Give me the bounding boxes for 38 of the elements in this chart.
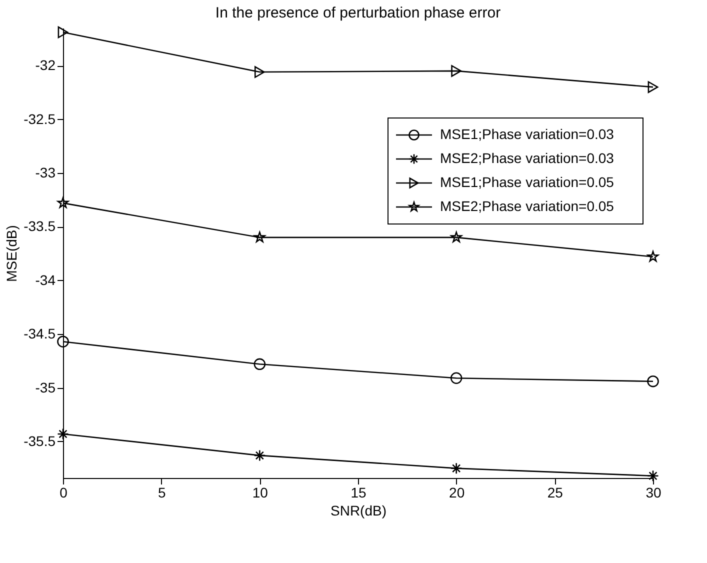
point (647, 250, 659, 262)
y-tick-label: -34.5 (24, 326, 56, 342)
y-tick-label: -32 (35, 57, 56, 74)
point (254, 358, 266, 370)
chart-title: In the presence of perturbation phase error (215, 4, 501, 22)
x-axis-title: SNR(dB) (330, 502, 387, 518)
y-tick-label: -35 (35, 379, 56, 396)
y-axis-title: MSE(dB) (4, 225, 20, 282)
point (451, 65, 462, 77)
legend-label: MSE1;Phase variation=0.05 (440, 174, 614, 190)
y-tick-label: -33 (35, 164, 56, 180)
point (647, 470, 659, 482)
legend-label: MSE2;Phase variation=0.05 (440, 198, 614, 214)
point (58, 26, 68, 38)
point (254, 66, 265, 78)
point (57, 428, 69, 440)
x-tick-label: 5 (158, 484, 166, 500)
point (450, 372, 462, 384)
point (648, 81, 658, 93)
x-tick-label: 10 (252, 484, 268, 500)
x-tick-label: 15 (350, 484, 366, 500)
y-tick-label: -33.5 (24, 218, 56, 234)
point (647, 375, 659, 388)
point (57, 197, 69, 208)
y-tick-label: -34 (35, 272, 56, 288)
x-tick-label: 0 (60, 484, 68, 500)
legend-label: MSE1;Phase variation=0.03 (440, 126, 614, 142)
y-tick-label: -32.5 (24, 110, 56, 127)
x-tick-label: 30 (646, 484, 662, 500)
point (450, 232, 462, 242)
legend-label: MSE2;Phase variation=0.03 (440, 150, 614, 166)
y-tick-label: -35.5 (24, 432, 56, 449)
x-tick-label: 25 (547, 484, 564, 500)
point (254, 450, 266, 462)
point (254, 232, 266, 242)
x-tick-label: 20 (449, 484, 465, 500)
point (57, 336, 69, 348)
point (450, 462, 462, 474)
